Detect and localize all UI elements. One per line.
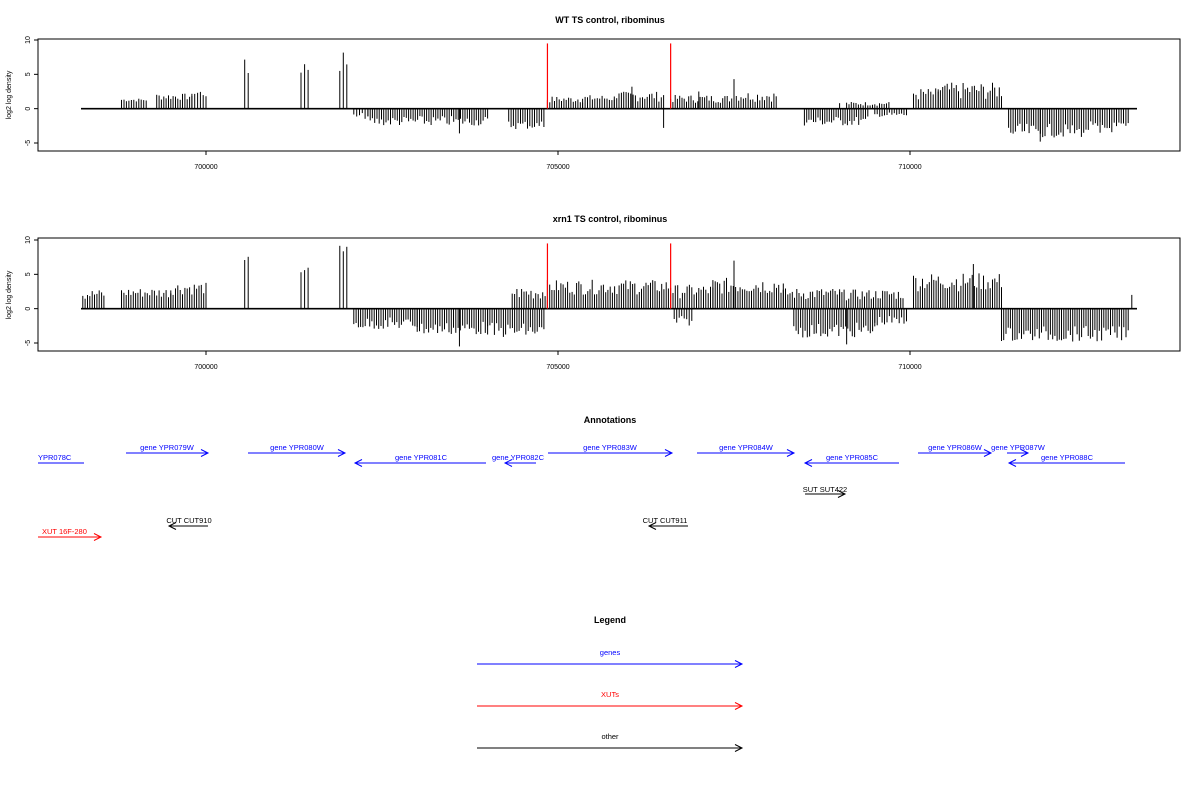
legend-title: Legend: [594, 615, 626, 625]
xrn1-y-tick-label: 10: [25, 236, 32, 244]
annotation-feature: gene YPR084W: [697, 443, 796, 457]
wt-y-tick-label: 10: [25, 36, 32, 44]
annotation-label: gene YPR082C: [492, 453, 545, 462]
annotation-feature: XUT 16F-280: [38, 527, 103, 541]
arrow-head-right: [664, 449, 674, 457]
wt-y-tick-label: -5: [25, 140, 32, 146]
legend-panel: Legend genes XUTs other: [477, 615, 744, 752]
xrn1-x-tick-label: 700000: [194, 364, 217, 371]
annotation-feature: gene YPR088C: [1007, 453, 1125, 467]
wt-x-tick-label: 700000: [194, 164, 217, 171]
arrow-head-left: [503, 459, 513, 467]
arrow-head-right: [786, 449, 796, 457]
arrow-head-left: [167, 522, 177, 530]
annotation-feature: gene YPR081C: [353, 453, 486, 467]
annotation-feature: CUT CUT911: [643, 516, 688, 530]
xrn1-track-panel: xrn1 TS control, ribominus log2 log dens…: [6, 214, 1181, 371]
annotation-label: SUT SUT422: [803, 485, 847, 494]
arrow-head-left: [647, 522, 657, 530]
annotation-label: CUT CUT911: [643, 516, 688, 525]
annotation-label: CUT CUT910: [166, 516, 211, 525]
wt-track-frame: [37, 38, 1181, 152]
arrow-head-right: [983, 449, 993, 457]
xrn1-x-tick-label: 710000: [898, 364, 921, 371]
legend-arrow-head: [734, 702, 744, 710]
legend-label: other: [601, 732, 619, 741]
annotation-label: gene YPR079W: [140, 443, 195, 452]
annotation-label: gene YPR080W: [270, 443, 325, 452]
xrn1-x-tick-label: 705000: [546, 364, 569, 371]
legend-entry: XUTs: [477, 690, 744, 710]
legend-entries: genes XUTs other: [477, 648, 744, 752]
xrn1-track-title: xrn1 TS control, ribominus: [553, 214, 668, 224]
xrn1-track-y-label: log2 log density: [6, 270, 13, 319]
wt-y-tick-label: 0: [25, 107, 32, 111]
legend-label: genes: [600, 648, 621, 657]
annotation-feature: gene YPR086W: [918, 443, 993, 457]
xrn1-track-frame: [37, 237, 1181, 352]
xrn1-x-axis: 700000 705000 710000: [194, 351, 922, 371]
annotation-label: XUT 16F-280: [42, 527, 87, 536]
annotations-title: Annotations: [584, 415, 637, 425]
annotation-feature: gene YPR087W: [991, 443, 1046, 457]
arrow-head-right: [337, 449, 347, 457]
annotation-feature: gene YPR079W: [126, 443, 210, 457]
annotation-label: gene YPR086W: [928, 443, 983, 452]
annotation-label: gene YPR083W: [583, 443, 638, 452]
xrn1-y-tick-label: 5: [25, 272, 32, 276]
annotation-features: YPR078C gene YPR079W gene YPR080W gene YPR0…: [38, 443, 1125, 541]
arrow-head-right: [1020, 449, 1030, 457]
arrow-head-right: [200, 449, 210, 457]
wt-highlight-lines: [546, 43, 672, 109]
wt-x-tick-label: 710000: [898, 164, 921, 171]
legend-entry: other: [477, 732, 744, 752]
annotation-feature: CUT CUT910: [166, 516, 212, 530]
arrow-head-left: [353, 459, 363, 467]
legend-entry: genes: [477, 648, 744, 668]
xrn1-y-tick-label: -5: [25, 340, 32, 346]
wt-y-tick-label: 5: [25, 72, 32, 76]
annotation-feature: YPR078C: [38, 453, 84, 464]
annotation-feature: gene YPR080W: [248, 443, 347, 457]
wt-track-title: WT TS control, ribominus: [555, 15, 665, 25]
legend-label: XUTs: [601, 690, 619, 699]
legend-arrow-head: [734, 660, 744, 668]
wt-x-tick-label: 705000: [546, 164, 569, 171]
wt-signal-bars: [121, 52, 1129, 142]
annotation-label: gene YPR085C: [826, 453, 879, 462]
annotation-feature: SUT SUT422: [803, 485, 847, 498]
arrow-head-left: [803, 459, 813, 467]
annotation-label: gene YPR088C: [1041, 453, 1094, 462]
annotation-feature: gene YPR083W: [548, 443, 674, 457]
annotation-label: gene YPR087W: [991, 443, 1046, 452]
wt-x-axis: 700000 705000 710000: [194, 151, 922, 171]
arrow-head-right: [837, 490, 847, 498]
xrn1-highlight-lines: [546, 243, 672, 309]
xrn1-y-tick-label: 0: [25, 307, 32, 311]
annotation-label: gene YPR081C: [395, 453, 448, 462]
annotation-feature: gene YPR082C: [492, 453, 545, 467]
wt-track-y-label: log2 log density: [6, 70, 13, 119]
wt-track-panel: WT TS control, ribominus log2 log densit…: [6, 15, 1181, 171]
xrn1-y-axis: -5 0 5 10: [25, 236, 38, 346]
annotation-label: gene YPR084W: [719, 443, 774, 452]
annotation-feature: gene YPR085C: [803, 453, 899, 467]
xrn1-signal-bars: [82, 245, 1133, 347]
annotation-label: YPR078C: [38, 453, 72, 462]
arrow-head-right: [93, 533, 103, 541]
arrow-head-left: [1007, 459, 1017, 467]
annotations-panel: Annotations YPR078C gene YPR079W gene YPR0…: [38, 415, 1125, 541]
legend-arrow-head: [734, 744, 744, 752]
wt-y-axis: -5 0 5 10: [25, 36, 38, 146]
